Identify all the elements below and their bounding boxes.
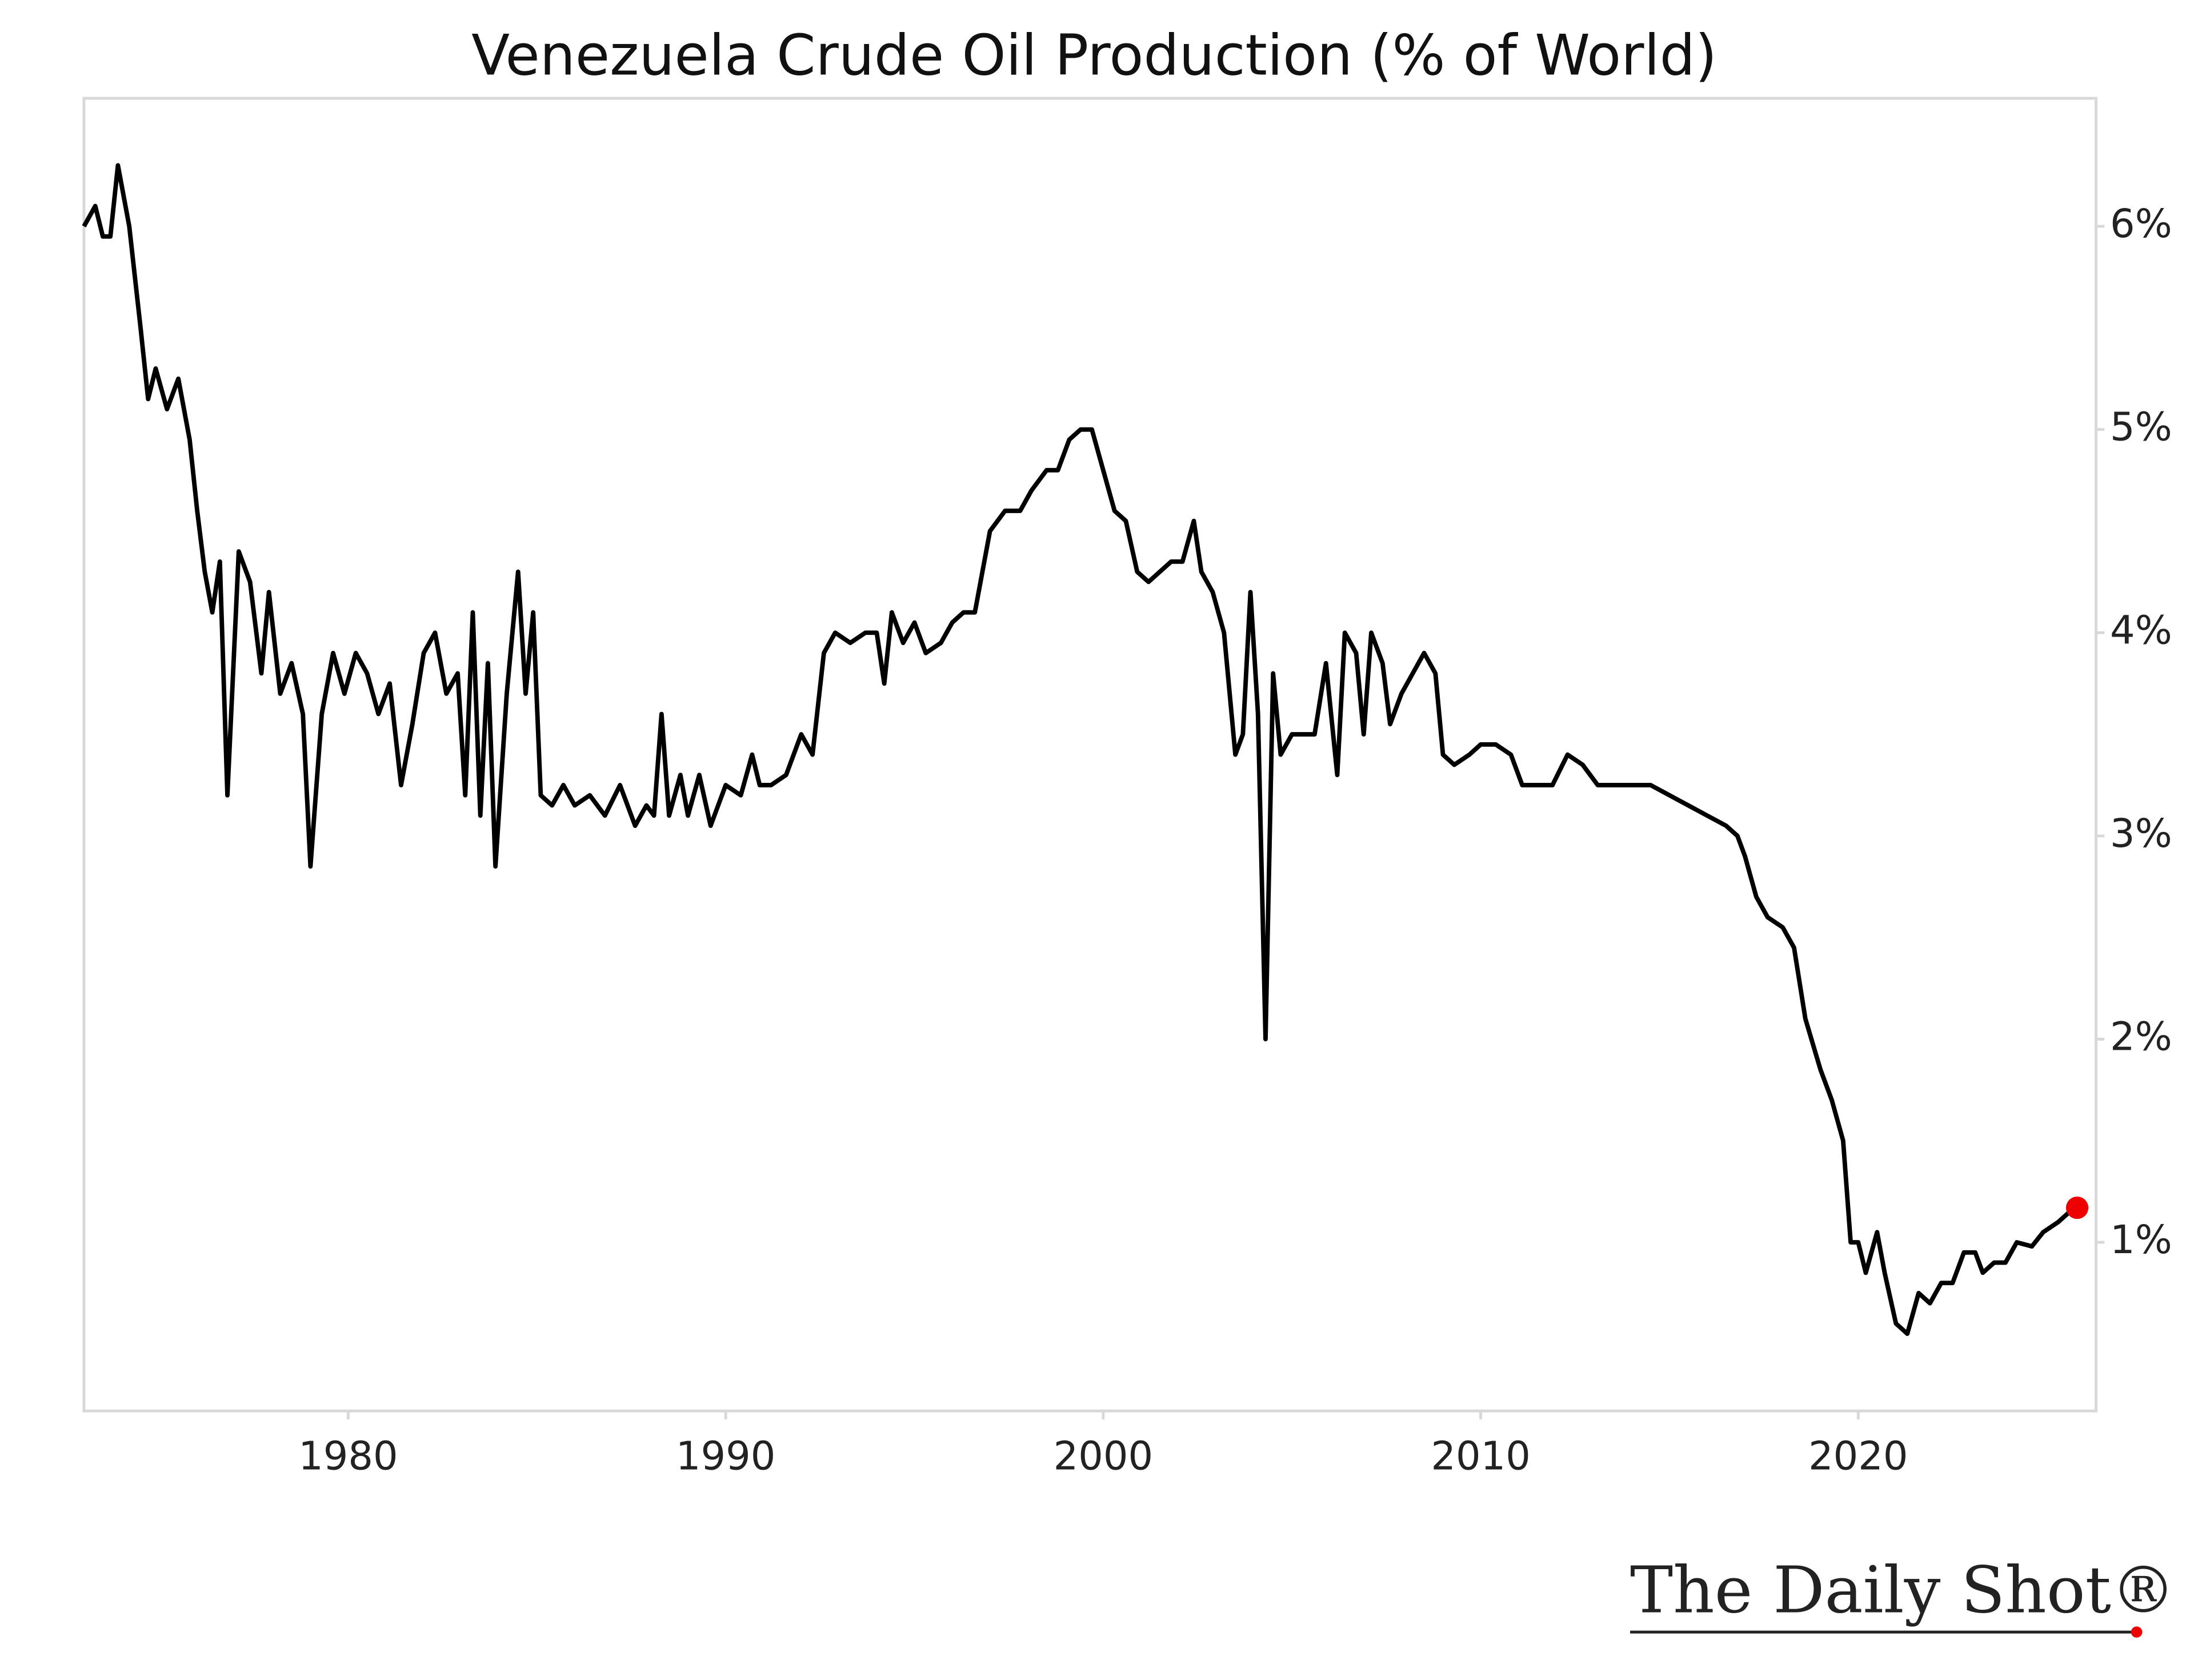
y-tick-label: 1% (2110, 1217, 2172, 1263)
y-tick-label: 3% (2110, 811, 2172, 857)
plot-frame (82, 97, 2098, 1413)
source-logo: The Daily Shot® (1630, 1552, 2176, 1627)
y-tick-label: 4% (2110, 607, 2172, 653)
last-point (2065, 1196, 2089, 1219)
x-tick-label: 1980 (298, 1433, 398, 1479)
x-tick-label: 2010 (1431, 1433, 1531, 1479)
y-tick-label: 5% (2110, 405, 2172, 450)
y-tick-label: 6% (2110, 201, 2172, 247)
x-tick-label: 2000 (1054, 1433, 1153, 1479)
series-line (82, 163, 2079, 1336)
x-tick-label: 1990 (676, 1433, 776, 1479)
x-tick-label: 2020 (1808, 1433, 1908, 1479)
chart-title: Venezuela Crude Oil Production (% of Wor… (471, 23, 1717, 88)
logo-dot (2131, 1626, 2143, 1638)
y-tick-label: 2% (2110, 1014, 2172, 1059)
